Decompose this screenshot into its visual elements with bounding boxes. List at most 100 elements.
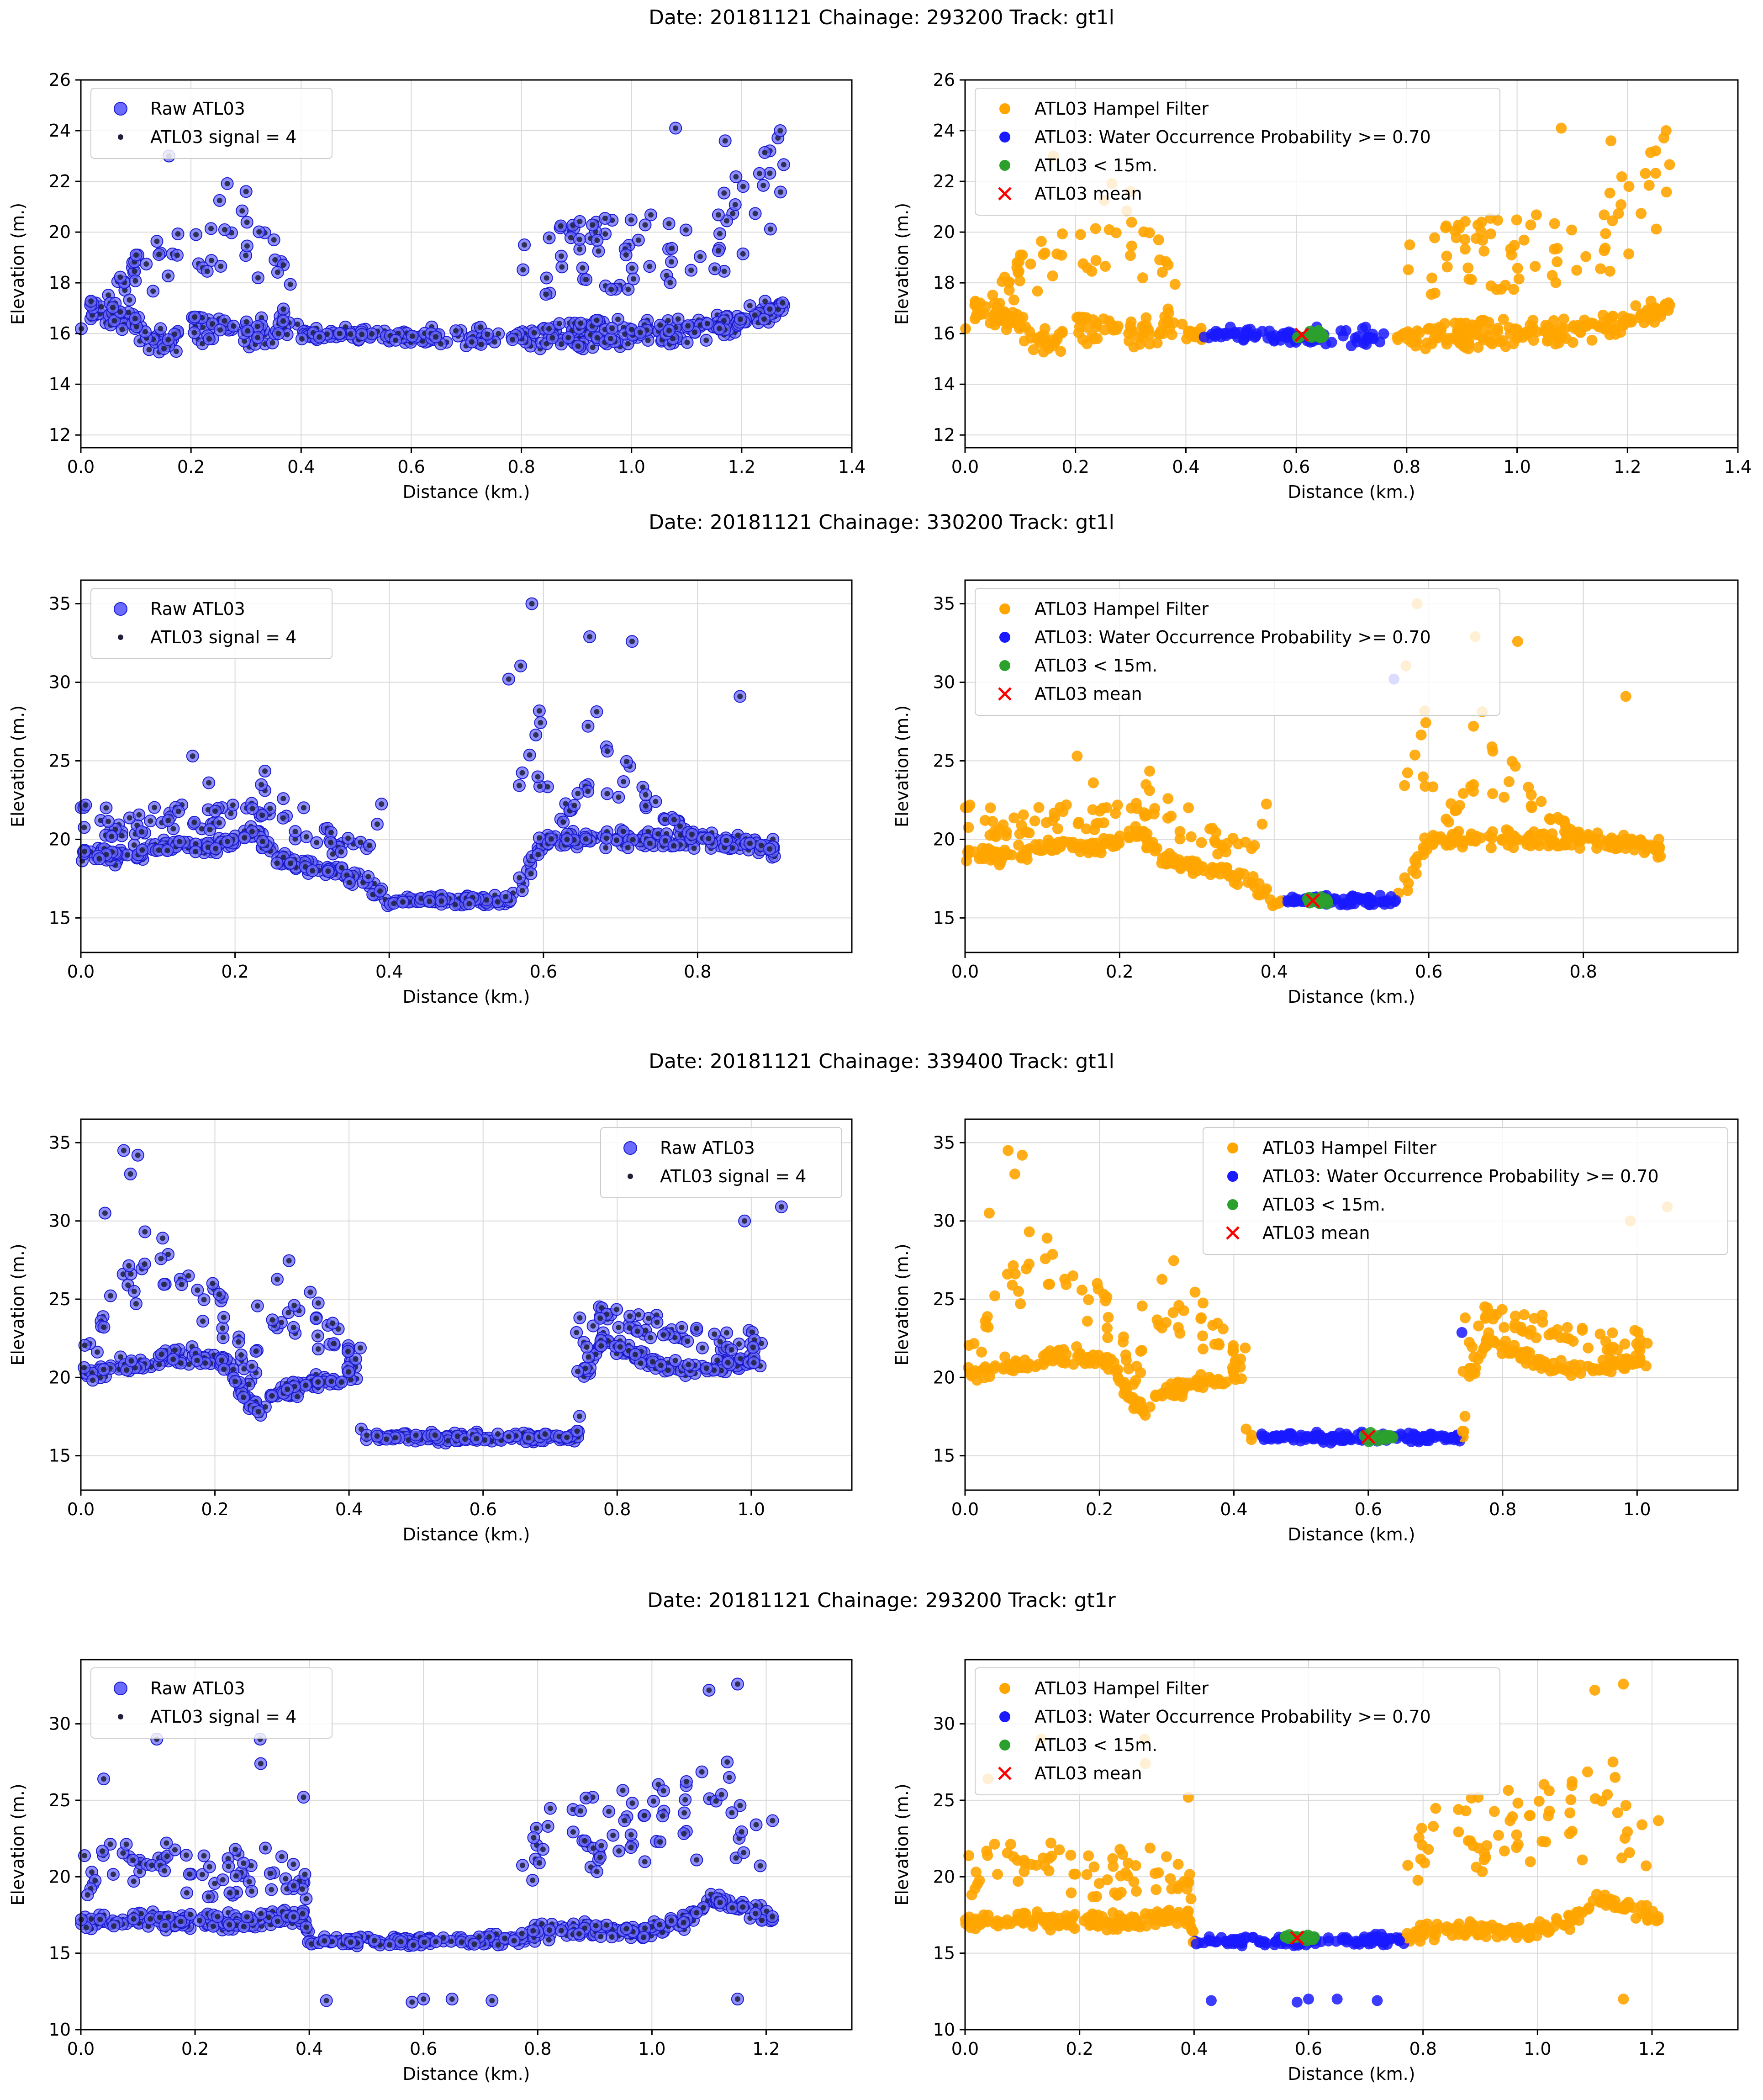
hampel-point bbox=[1015, 321, 1027, 333]
signal-point bbox=[274, 269, 280, 275]
signal-point bbox=[536, 835, 542, 841]
signal-point bbox=[438, 898, 444, 904]
hampel-point bbox=[1566, 224, 1578, 236]
hampel-point bbox=[1528, 335, 1539, 346]
signal-point bbox=[560, 819, 566, 825]
hampel-point bbox=[976, 1346, 987, 1358]
signal-point bbox=[303, 1382, 309, 1388]
hampel-point bbox=[1247, 871, 1259, 882]
signal-point bbox=[222, 227, 227, 233]
signal-point bbox=[241, 1395, 247, 1401]
signal-point bbox=[577, 1315, 583, 1321]
signal-point bbox=[221, 1366, 227, 1372]
signal-point bbox=[699, 1345, 705, 1351]
hampel-point bbox=[1154, 254, 1166, 265]
signal-point bbox=[474, 1436, 480, 1442]
hampel-point bbox=[1586, 334, 1598, 346]
hampel-point bbox=[1174, 826, 1186, 837]
signal-point bbox=[150, 288, 156, 294]
signal-point bbox=[243, 319, 249, 325]
signal-point bbox=[133, 252, 139, 258]
signal-point bbox=[210, 1280, 216, 1286]
signal-point bbox=[519, 888, 525, 894]
legend-water-swatch bbox=[999, 132, 1010, 143]
hampel-point bbox=[1136, 321, 1148, 332]
hampel-point bbox=[1459, 243, 1471, 255]
signal-point bbox=[433, 334, 438, 340]
hampel-point bbox=[985, 802, 996, 814]
hampel-point bbox=[1035, 236, 1047, 247]
hampel-point bbox=[1057, 228, 1068, 239]
signal-point bbox=[315, 1300, 321, 1306]
below15-point bbox=[1321, 894, 1333, 907]
hampel-point bbox=[992, 302, 1003, 313]
signal-point bbox=[232, 1379, 238, 1385]
signal-point bbox=[544, 784, 550, 790]
y-tick-label: 25 bbox=[49, 1289, 71, 1309]
hampel-point bbox=[1620, 691, 1631, 702]
signal-point bbox=[156, 847, 162, 853]
signal-point bbox=[128, 1358, 134, 1364]
signal-point bbox=[191, 819, 197, 825]
signal-point bbox=[185, 1273, 191, 1279]
hampel-point bbox=[987, 290, 998, 301]
signal-point bbox=[623, 252, 629, 258]
signal-point bbox=[148, 818, 153, 824]
x-tick-label: 0.8 bbox=[1393, 457, 1420, 477]
x-tick-label: 0.4 bbox=[1172, 457, 1199, 477]
hampel-point bbox=[1018, 809, 1029, 820]
signal-point bbox=[206, 780, 212, 786]
y-tick-label: 24 bbox=[49, 121, 71, 141]
hampel-point bbox=[1536, 796, 1547, 807]
hampel-point bbox=[1599, 245, 1610, 256]
signal-point bbox=[594, 317, 600, 323]
legend-label: ATL03 mean bbox=[1035, 684, 1142, 704]
hampel-point bbox=[1606, 835, 1618, 846]
signal-point bbox=[756, 170, 762, 176]
subplot-left: 0.0 0.2 0.4 0.6 0.8 1.0 1.2 1.41214161820222426… bbox=[8, 70, 866, 502]
signal-point bbox=[760, 182, 766, 188]
signal-point bbox=[632, 1351, 638, 1357]
legend-signal-swatch bbox=[628, 1174, 633, 1179]
hampel-point bbox=[1192, 865, 1203, 877]
signal-point bbox=[584, 1344, 590, 1350]
y-tick-label: 15 bbox=[49, 1446, 71, 1466]
y-tick-label: 22 bbox=[49, 171, 71, 191]
signal-point bbox=[469, 339, 475, 345]
hampel-point bbox=[1550, 277, 1562, 288]
signal-point bbox=[575, 1368, 581, 1374]
signal-point bbox=[657, 322, 663, 328]
hampel-point bbox=[1099, 324, 1110, 336]
hampel-point bbox=[987, 816, 998, 827]
signal-point bbox=[544, 275, 549, 281]
signal-point bbox=[314, 840, 320, 846]
hampel-point bbox=[1087, 777, 1099, 788]
hampel-point bbox=[1530, 838, 1541, 849]
signal-point bbox=[165, 818, 171, 824]
signal-point bbox=[280, 318, 286, 324]
signal-point bbox=[432, 1432, 438, 1438]
water-point bbox=[1349, 898, 1360, 910]
hampel-point bbox=[1600, 228, 1611, 239]
hampel-point bbox=[1615, 199, 1627, 211]
y-axis-label: Elevation (m.) bbox=[8, 705, 28, 827]
signal-point bbox=[195, 1287, 201, 1293]
signal-point bbox=[330, 1320, 336, 1326]
signal-point bbox=[127, 297, 132, 303]
signal-point bbox=[529, 601, 535, 607]
signal-point bbox=[244, 219, 250, 225]
x-axis-label: Distance (km.) bbox=[1288, 482, 1415, 502]
hampel-point bbox=[1185, 831, 1197, 842]
signal-point bbox=[630, 837, 636, 843]
signal-point bbox=[590, 344, 596, 350]
legend-water-swatch bbox=[999, 632, 1010, 643]
signal-point bbox=[438, 341, 443, 347]
x-tick-label: 0.0 bbox=[951, 962, 979, 982]
signal-point bbox=[533, 732, 539, 738]
signal-point bbox=[242, 835, 248, 841]
signal-point bbox=[466, 901, 472, 907]
hampel-point bbox=[1392, 334, 1404, 345]
signal-point bbox=[549, 335, 555, 341]
signal-point bbox=[614, 1307, 620, 1312]
signal-point bbox=[536, 708, 542, 714]
